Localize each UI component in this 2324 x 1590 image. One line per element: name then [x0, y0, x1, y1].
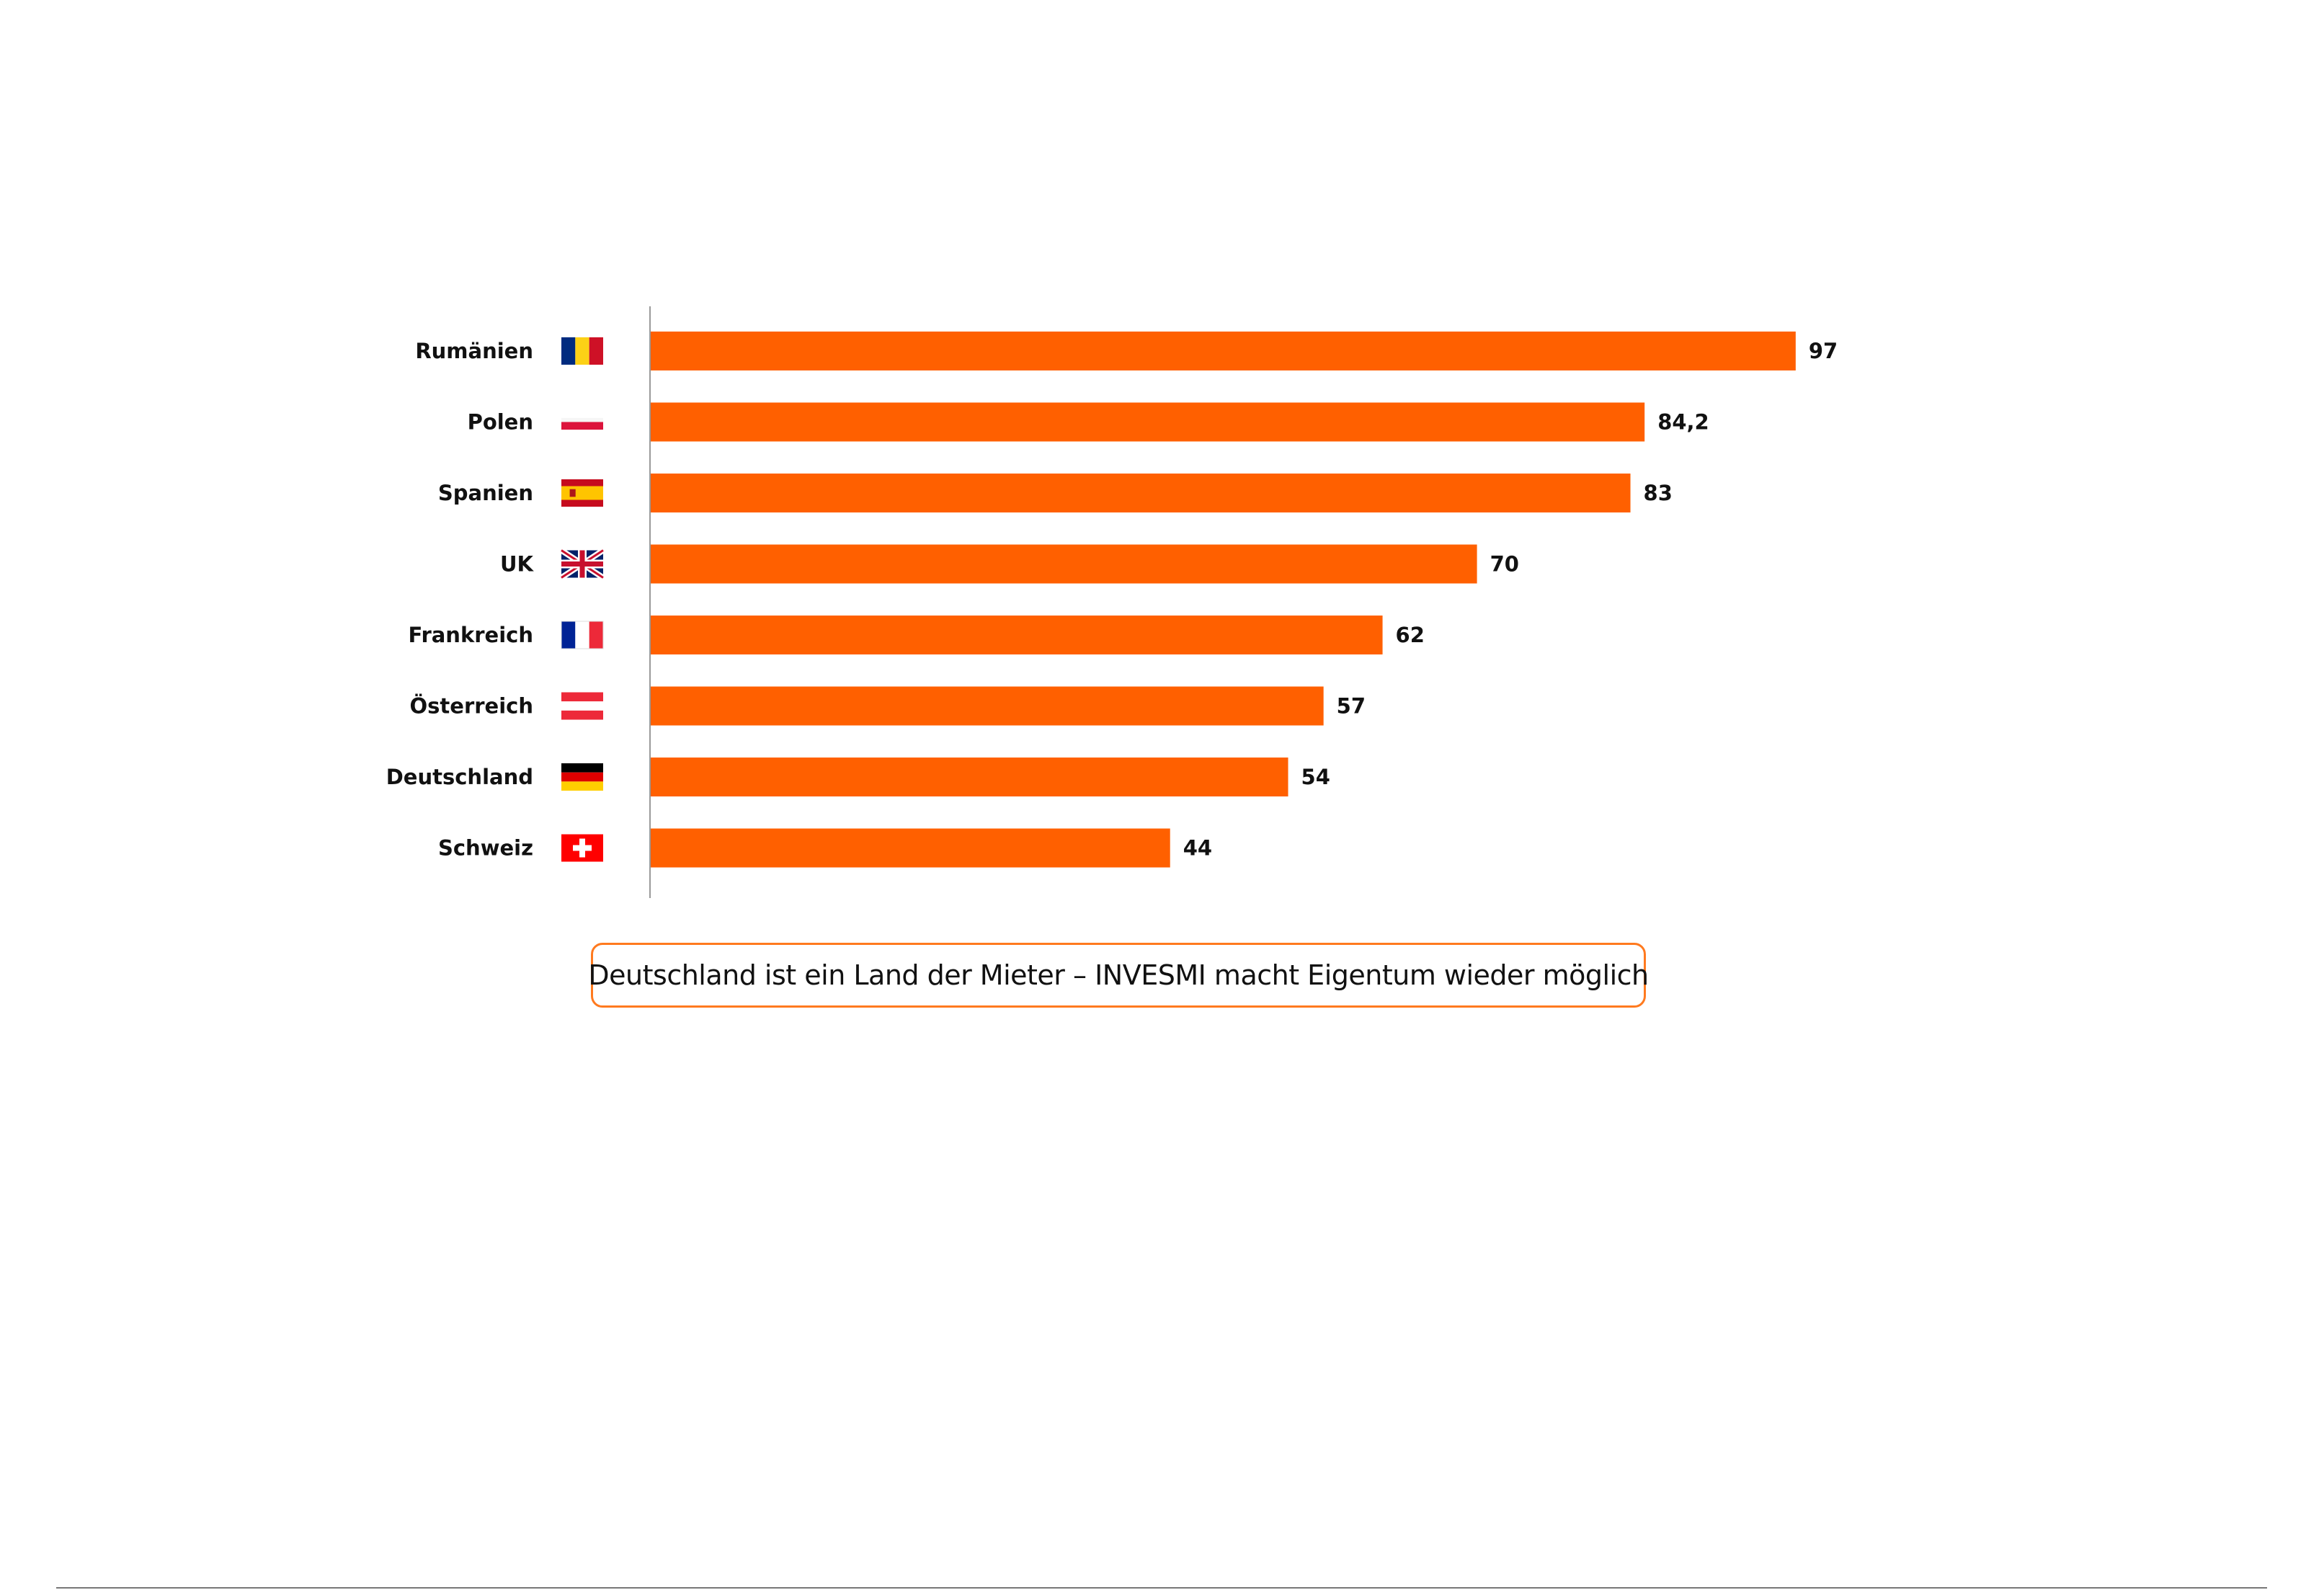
bottom-divider [56, 1587, 2267, 1589]
bar-chart: Rumänien Polen Spanien UK Frankreich Österrei… [386, 306, 1838, 898]
bar [651, 332, 1796, 370]
caption-text: Deutschland ist ein Land der Mieter – IN… [588, 959, 1649, 991]
category-label: Schweiz [438, 836, 533, 861]
value-label: 57 [1337, 694, 1366, 719]
uk-flag-icon [559, 548, 605, 580]
bar [651, 544, 1477, 584]
caption-box: Deutschland ist ein Land der Mieter – IN… [588, 943, 1649, 1008]
category-label: Österreich [410, 694, 534, 719]
value-label: 84,2 [1657, 410, 1709, 435]
bar [651, 402, 1645, 442]
bar [651, 686, 1324, 726]
romania-flag-icon [561, 337, 603, 365]
value-label: 44 [1183, 836, 1212, 861]
category-label: Deutschland [386, 765, 533, 789]
germany-flag-icon [561, 763, 603, 791]
austria-flag-icon [561, 692, 603, 720]
bar [651, 758, 1288, 796]
category-label: Spanien [438, 481, 533, 505]
spain-flag-icon [561, 479, 603, 507]
value-label: 97 [1809, 339, 1838, 363]
category-label: Rumänien [415, 339, 533, 363]
category-label: Polen [468, 410, 533, 435]
poland-flag-icon [561, 417, 603, 430]
value-label: 70 [1490, 552, 1519, 577]
value-label: 54 [1301, 765, 1330, 789]
bar [651, 828, 1170, 868]
bar [651, 616, 1383, 654]
category-label: Frankreich [408, 623, 533, 647]
category-label: UK [500, 552, 535, 577]
value-label: 62 [1396, 623, 1425, 647]
france-flag-icon [561, 621, 604, 649]
bar [651, 474, 1631, 512]
switzerland-flag-icon [561, 834, 603, 862]
value-label: 83 [1644, 481, 1673, 505]
